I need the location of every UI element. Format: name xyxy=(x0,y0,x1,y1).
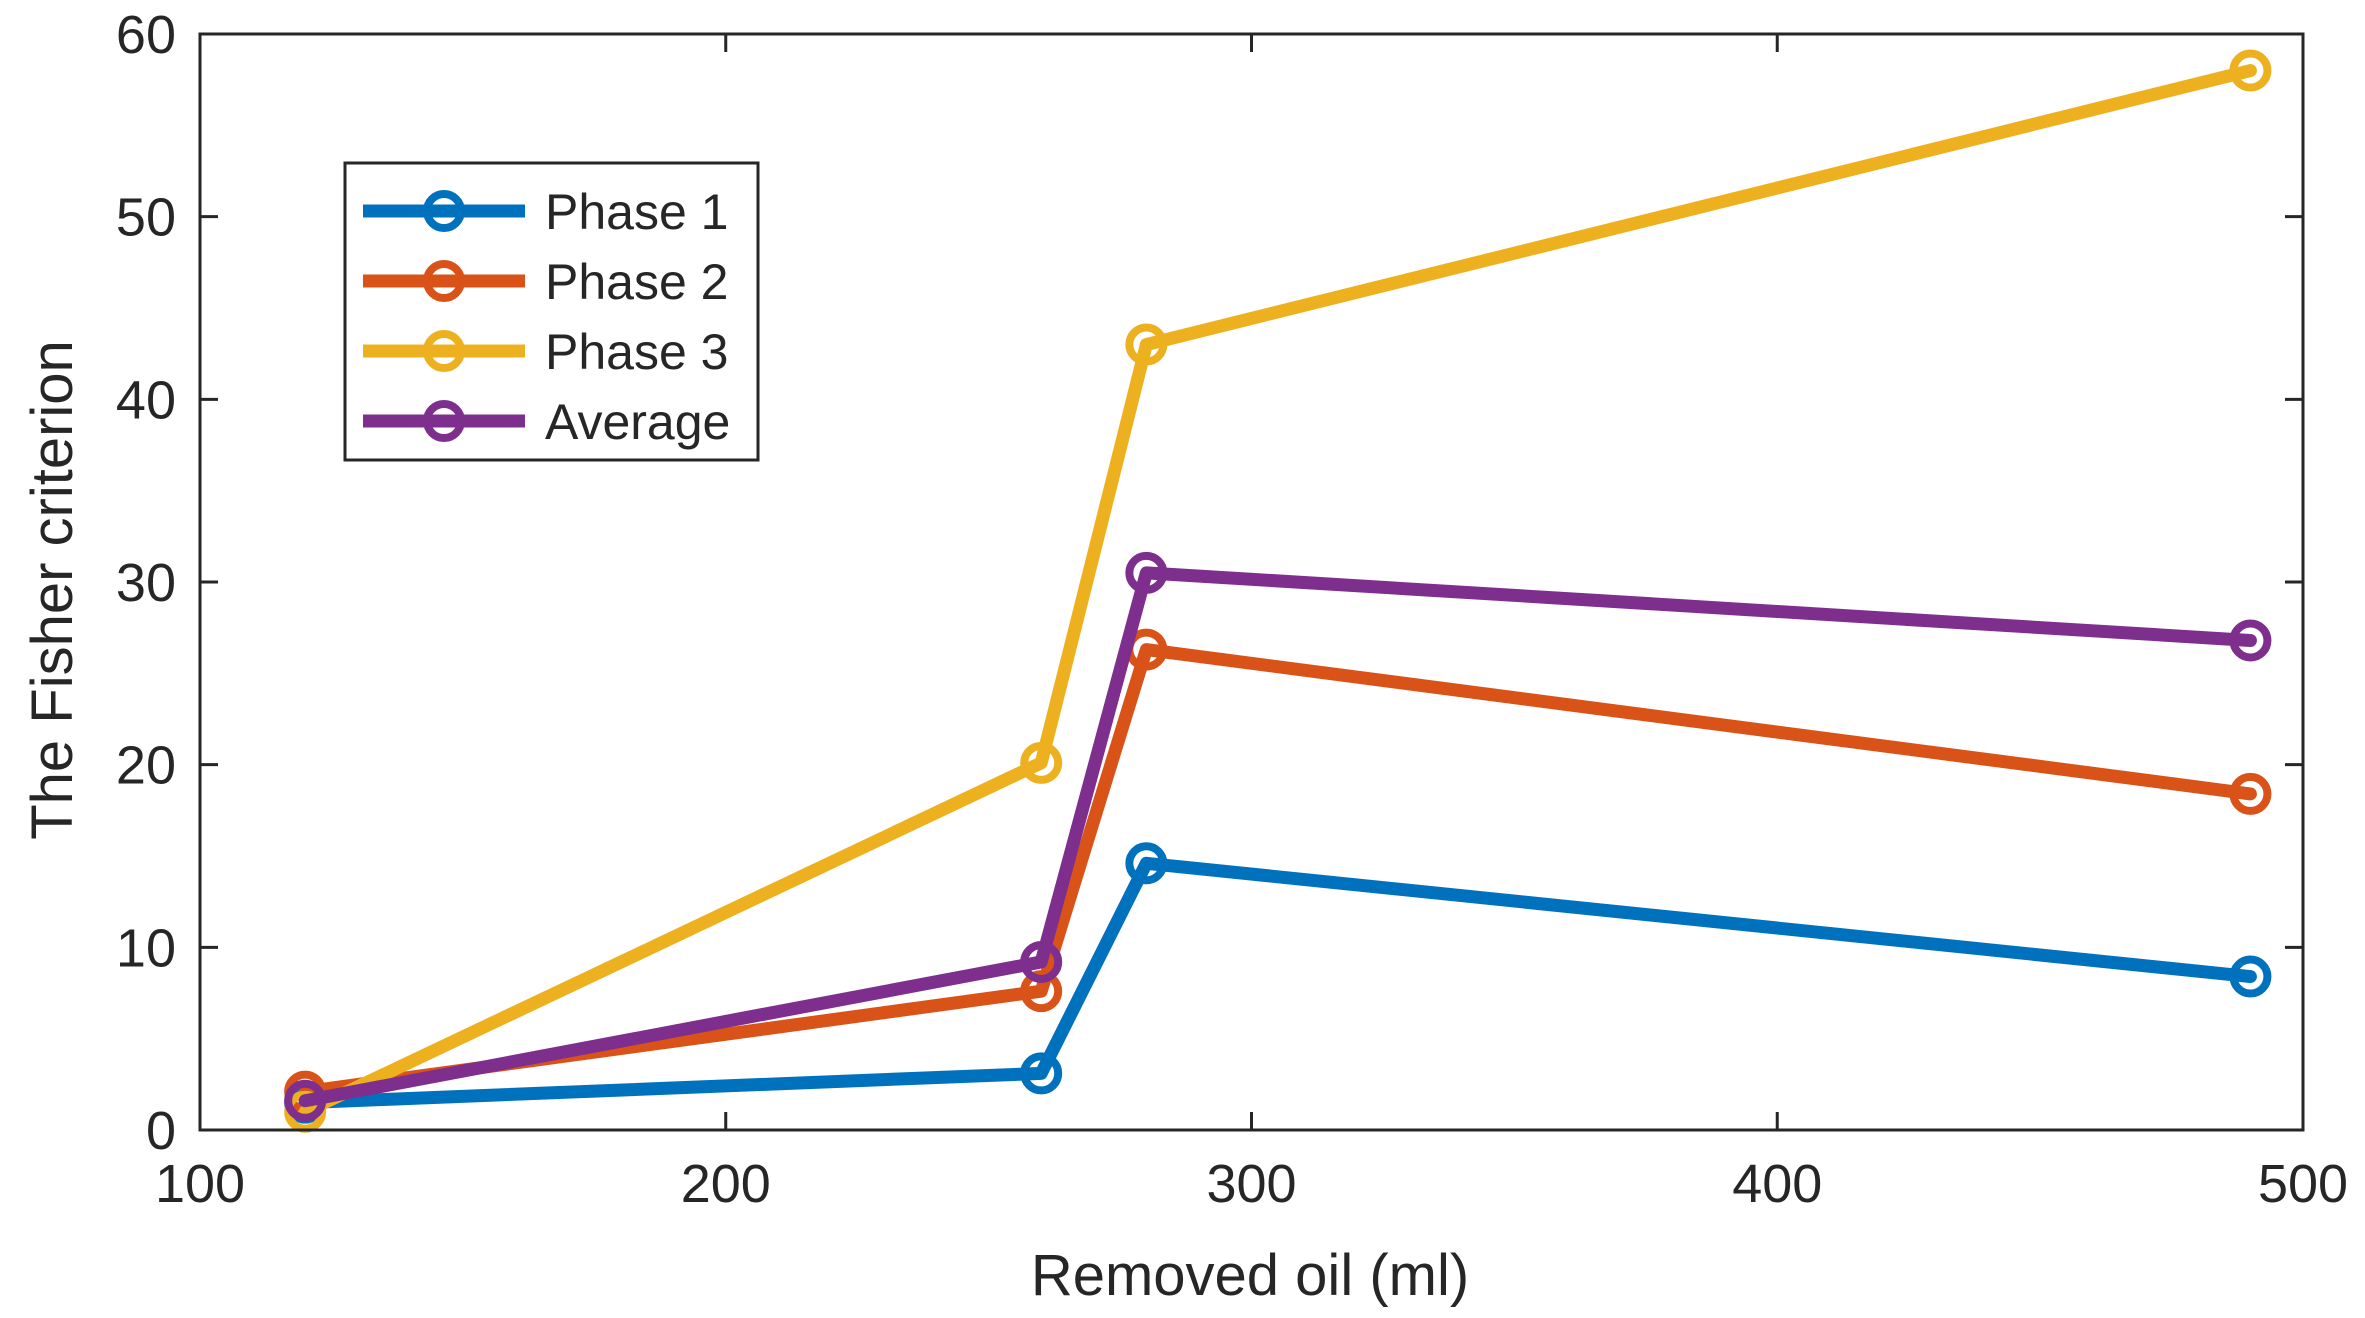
data-point-series-3-4 xyxy=(2229,49,2272,92)
data-point-series-1-2 xyxy=(1020,1052,1063,1095)
y-tick-label: 60 xyxy=(116,5,176,65)
y-tick-label: 30 xyxy=(116,553,176,613)
data-point-series-4-3 xyxy=(1125,551,1168,594)
data-point-series-2-2 xyxy=(1020,970,1063,1013)
legend-label-4: Average xyxy=(545,394,730,450)
data-point-series-4-2 xyxy=(1020,940,1063,983)
x-tick-label: 500 xyxy=(2258,1154,2348,1214)
y-axis-label: The Fisher criterion xyxy=(20,340,85,840)
data-point-series-3-2 xyxy=(1020,741,1063,784)
legend-marker-4 xyxy=(423,400,465,442)
data-point-series-1-3 xyxy=(1125,842,1168,885)
data-point-series-4-1 xyxy=(284,1079,327,1122)
y-tick-label: 10 xyxy=(116,918,176,978)
legend-marker-3 xyxy=(423,330,465,372)
legend-marker-1 xyxy=(423,190,465,232)
y-tick-label: 0 xyxy=(146,1101,176,1161)
x-tick-label: 400 xyxy=(1732,1154,1822,1214)
y-tick-label: 40 xyxy=(116,370,176,430)
series-layer xyxy=(284,49,2272,1133)
series-line-2 xyxy=(298,643,2257,1099)
series-line-4 xyxy=(298,566,2257,1108)
data-point-series-3-3 xyxy=(1125,323,1168,366)
y-tick-label: 20 xyxy=(116,736,176,796)
legend: Phase 1 Phase 2 Phase 3 Average xyxy=(343,161,760,462)
series-line-1 xyxy=(298,856,2257,1110)
data-point-series-4-4 xyxy=(2229,619,2272,662)
legend-label-1: Phase 1 xyxy=(545,184,728,240)
legend-label-3: Phase 3 xyxy=(545,324,728,380)
y-tick-label: 50 xyxy=(116,188,176,248)
data-point-series-2-4 xyxy=(2229,772,2272,815)
legend-label-2: Phase 2 xyxy=(545,254,728,310)
axes-layer: 100 200 300 400 500 0 10 20 30 40 50 60 xyxy=(116,5,2348,1214)
x-tick-label: 100 xyxy=(155,1154,245,1214)
data-point-series-1-4 xyxy=(2229,955,2272,998)
x-tick-label: 300 xyxy=(1206,1154,1296,1214)
x-axis-label: Removed oil (ml) xyxy=(1031,1243,1469,1308)
legend-marker-2 xyxy=(423,260,465,302)
series-line-3 xyxy=(298,64,2257,1119)
x-tick-label: 200 xyxy=(681,1154,771,1214)
